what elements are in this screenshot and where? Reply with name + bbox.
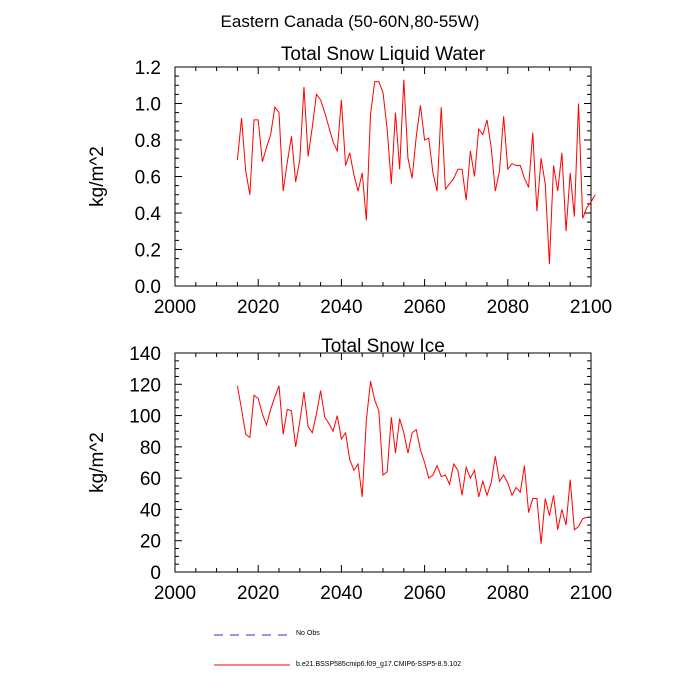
panel1-ytick-label: 1.2: [135, 58, 161, 79]
panel2-xtick-label: 2020: [237, 583, 279, 604]
panel2-xtick-label: 2080: [487, 583, 529, 604]
panel1-ytick-label: 0.4: [135, 204, 162, 225]
panel1-ytick-label: 0.0: [135, 277, 161, 298]
panel1-ytick-label: 0.6: [135, 168, 161, 189]
panel2-ytick-label: 100: [129, 407, 161, 428]
panel1-xtick-label: 2060: [403, 297, 445, 318]
panel2-xtick-label: 2060: [403, 583, 445, 604]
panel2-ytick-label: 0: [150, 563, 161, 584]
panel1-plot-frame: [174, 66, 592, 287]
panel1-ytick-label: 0.2: [135, 241, 161, 262]
panel2-xtick-label: 2000: [154, 583, 196, 604]
panel2-ytick-label: 60: [140, 469, 161, 490]
panel1-xtick-label: 2080: [487, 297, 529, 318]
panel2-xtick-label: 2040: [320, 583, 362, 604]
panel2-title: Total Snow Ice: [321, 336, 445, 357]
panel2-ylabel: kg/m^2: [87, 432, 108, 493]
legend-label-no-obs: No Obs: [296, 630, 320, 637]
panel2-series-line: [236, 381, 588, 544]
panel1-xtick-label: 2100: [570, 297, 612, 318]
panel2-xtick-label: 2100: [570, 583, 612, 604]
panel1-ytick-label: 1.0: [135, 95, 161, 116]
panel2-ytick-label: 80: [140, 438, 161, 459]
panel2-ytick-label: 120: [129, 375, 161, 396]
panel2-ytick-label: 40: [140, 500, 161, 521]
legend-label-model: b.e21.BSSP585cmip6.f09_g17.CMIP6-SSP5-8.…: [296, 661, 461, 668]
panel1-series-line: [236, 79, 596, 265]
panel1-ylabel: kg/m^2: [87, 146, 108, 207]
panel1-xtick-label: 2000: [154, 297, 196, 318]
panel1-xtick-label: 2040: [320, 297, 362, 318]
page-title: Eastern Canada (50-60N,80-55W): [220, 12, 480, 31]
panel2-ytick-label: 20: [140, 532, 161, 553]
panel1-ytick-label: 0.8: [135, 131, 161, 152]
panel1-title: Total Snow Liquid Water: [281, 44, 486, 65]
panel1-xtick-label: 2020: [237, 297, 279, 318]
panel2-ytick-label: 140: [129, 344, 161, 365]
